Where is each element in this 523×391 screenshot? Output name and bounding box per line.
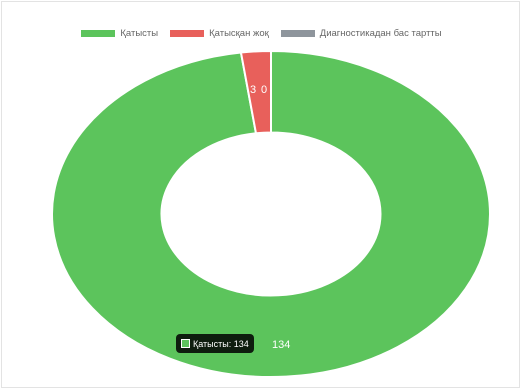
- legend-swatch-participated: [81, 30, 116, 37]
- tooltip-swatch: [181, 339, 190, 348]
- chart-legend: Қатысты Қатысқан жоқ Диагностикадан бас …: [0, 28, 523, 39]
- chart-tooltip: Қатысты: 134: [176, 334, 254, 353]
- legend-swatch-not-participated: [170, 30, 205, 37]
- slice-0[interactable]: [51, 49, 491, 378]
- slice-1[interactable]: [239, 49, 272, 135]
- value-label-not-participated: 3: [250, 84, 256, 96]
- legend-label-participated: Қатысты: [120, 28, 159, 39]
- legend-item-participated[interactable]: Қатысты: [81, 28, 158, 39]
- legend-item-not-participated[interactable]: Қатысқан жоқ: [170, 28, 269, 39]
- tooltip-label: Қатысты: 134: [193, 338, 249, 349]
- value-label-refused: 0: [261, 84, 267, 96]
- legend-label-refused: Диагностикадан бас тартты: [319, 28, 442, 39]
- legend-item-refused[interactable]: Диагностикадан бас тартты: [280, 28, 442, 39]
- legend-swatch-refused: [280, 30, 315, 37]
- legend-label-not-participated: Қатысқан жоқ: [209, 28, 269, 39]
- value-label-participated: 134: [272, 339, 290, 351]
